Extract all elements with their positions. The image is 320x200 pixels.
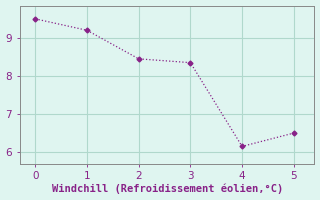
X-axis label: Windchill (Refroidissement éolien,°C): Windchill (Refroidissement éolien,°C) (52, 184, 283, 194)
